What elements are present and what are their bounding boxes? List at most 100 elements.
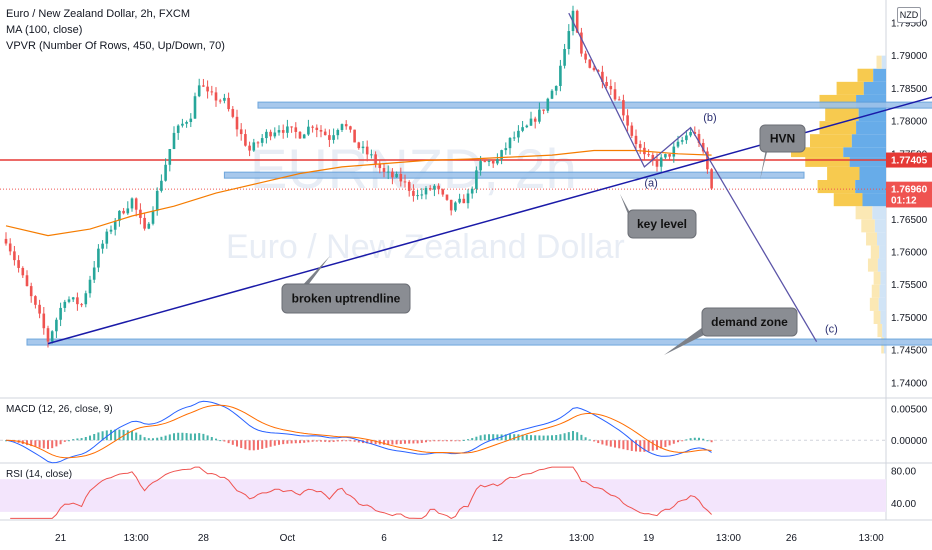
macd-histogram-bar xyxy=(202,433,205,441)
candle-body xyxy=(475,170,478,189)
candle-body xyxy=(55,319,58,332)
candle-body xyxy=(185,121,188,124)
candle-body xyxy=(697,133,701,143)
candle-body xyxy=(638,144,642,148)
vpvr-row-down xyxy=(870,245,880,259)
macd-histogram-bar xyxy=(496,434,499,441)
vpvr-row-up xyxy=(879,245,886,259)
vpvr-row-down xyxy=(877,324,883,338)
vpvr-row-down xyxy=(855,206,873,220)
candle-body xyxy=(118,210,121,221)
candle-body xyxy=(59,307,62,320)
vpvr-row-down xyxy=(873,310,881,324)
callout-box xyxy=(627,209,697,239)
macd-histogram-bar xyxy=(59,440,62,445)
candle-body xyxy=(269,131,272,137)
candle-body xyxy=(172,132,176,150)
macd-histogram-bar xyxy=(282,440,285,445)
macd-histogram-bar xyxy=(336,440,339,442)
time-tick-label: 26 xyxy=(786,533,798,544)
macd-histogram-bar xyxy=(530,435,532,441)
macd-histogram-bar xyxy=(647,440,650,452)
macd-histogram-bar xyxy=(458,440,461,442)
price-tick-label: 1.76500 xyxy=(891,215,928,226)
candle-body xyxy=(164,164,167,181)
vpvr-indicator-label[interactable]: VPVR (Number Of Rows, 450, Up/Down, 70) xyxy=(6,40,225,52)
macd-histogram-bar xyxy=(240,440,243,448)
candle-body xyxy=(672,146,676,157)
candle-body xyxy=(189,118,193,122)
candle-body xyxy=(407,181,411,191)
candle-body xyxy=(428,188,432,190)
macd-histogram-bar xyxy=(580,434,583,441)
candle-body xyxy=(202,85,205,87)
candle-body xyxy=(466,193,470,204)
callout-pointer xyxy=(664,322,710,355)
candle-body xyxy=(395,174,398,178)
candle-body xyxy=(685,135,688,141)
vpvr-row-down xyxy=(791,147,844,158)
time-tick-label: 12 xyxy=(492,533,504,544)
candle-body xyxy=(533,118,537,122)
candle-body xyxy=(357,142,361,149)
vpvr-row-down xyxy=(866,232,878,246)
macd-histogram-bar xyxy=(677,440,679,443)
macd-histogram-bar xyxy=(173,433,175,441)
macd-histogram-bar xyxy=(429,440,432,442)
macd-histogram-bar xyxy=(42,440,45,449)
price-tick-label: 1.79000 xyxy=(891,51,928,62)
time-tick-label: 13:00 xyxy=(716,533,741,544)
macd-histogram-bar xyxy=(551,435,553,441)
candle-body xyxy=(441,189,445,195)
macd-histogram-bar xyxy=(433,440,436,442)
macd-histogram-bar xyxy=(370,440,373,444)
macd-histogram-bar xyxy=(215,438,217,441)
macd-histogram-bar xyxy=(34,440,37,447)
macd-histogram-bar xyxy=(97,432,100,441)
candle-body xyxy=(651,154,655,160)
macd-histogram-bar xyxy=(630,440,633,451)
currency-button[interactable]: NZD xyxy=(897,7,921,23)
macd-histogram-bar xyxy=(294,440,297,444)
wave-label: (a) xyxy=(644,178,657,190)
candle-body xyxy=(63,301,67,308)
ma-indicator-label[interactable]: MA (100, close) xyxy=(6,24,83,36)
vpvr-row-up xyxy=(872,206,886,220)
candle-body xyxy=(25,275,29,287)
macd-histogram-bar xyxy=(227,440,230,444)
macd-histogram-bar xyxy=(635,440,637,452)
macd-histogram-bar xyxy=(538,435,541,441)
macd-histogram-bar xyxy=(168,434,171,441)
vpvr-row-up xyxy=(873,68,886,82)
candle-body xyxy=(525,125,529,128)
vpvr-row-up xyxy=(880,271,886,285)
candle-body xyxy=(38,304,41,314)
candle-body xyxy=(105,231,109,244)
price-label-box xyxy=(886,192,932,208)
candle-body xyxy=(218,100,222,102)
macd-histogram-bar xyxy=(500,434,503,441)
rsi-line xyxy=(10,466,712,519)
vpvr-row-up xyxy=(843,147,886,158)
candle-body xyxy=(508,137,512,149)
candle-body xyxy=(491,160,495,164)
macd-histogram-bar xyxy=(307,440,310,443)
macd-histogram-bar xyxy=(89,435,91,441)
macd-histogram-bar xyxy=(164,435,167,441)
candle-body xyxy=(689,131,692,136)
resistance-zone xyxy=(257,101,932,109)
vpvr-row-down xyxy=(833,193,863,207)
candle-body xyxy=(613,89,617,100)
macd-histogram-bar xyxy=(152,438,154,441)
macd-histogram-bar xyxy=(257,440,259,450)
macd-histogram-bar xyxy=(110,429,112,441)
macd-histogram-bar xyxy=(265,440,268,448)
candle-body xyxy=(256,142,260,144)
macd-histogram-bar xyxy=(118,429,121,441)
candle-body xyxy=(458,198,461,203)
macd-histogram-bar xyxy=(479,435,482,441)
callout-text: key level xyxy=(637,217,687,231)
macd-histogram-bar xyxy=(311,440,314,442)
